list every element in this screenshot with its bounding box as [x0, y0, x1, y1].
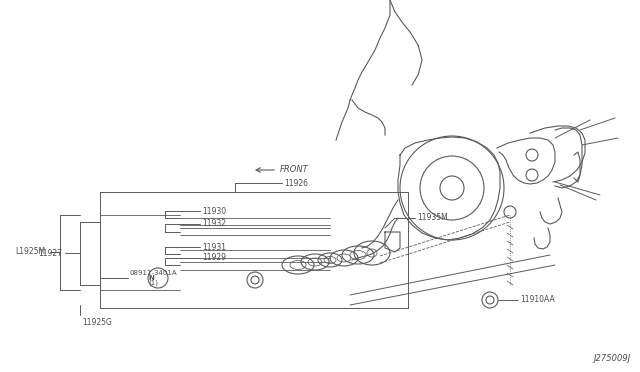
- Text: 11927: 11927: [38, 248, 62, 257]
- Text: 11926: 11926: [284, 179, 308, 187]
- Text: 11930: 11930: [202, 206, 226, 215]
- Text: 11931: 11931: [202, 243, 226, 251]
- Text: N: N: [148, 275, 154, 281]
- Text: 08911-3401A: 08911-3401A: [130, 270, 178, 276]
- Text: (1): (1): [148, 280, 158, 286]
- Text: L1925M: L1925M: [15, 247, 45, 257]
- Text: J275009J: J275009J: [593, 354, 630, 363]
- Text: 11925G: 11925G: [82, 318, 112, 327]
- Text: FRONT: FRONT: [280, 166, 308, 174]
- Text: 11935M: 11935M: [417, 214, 448, 222]
- Text: 11932: 11932: [202, 219, 226, 228]
- Text: 11929: 11929: [202, 253, 226, 263]
- Text: 11910AA: 11910AA: [520, 295, 555, 305]
